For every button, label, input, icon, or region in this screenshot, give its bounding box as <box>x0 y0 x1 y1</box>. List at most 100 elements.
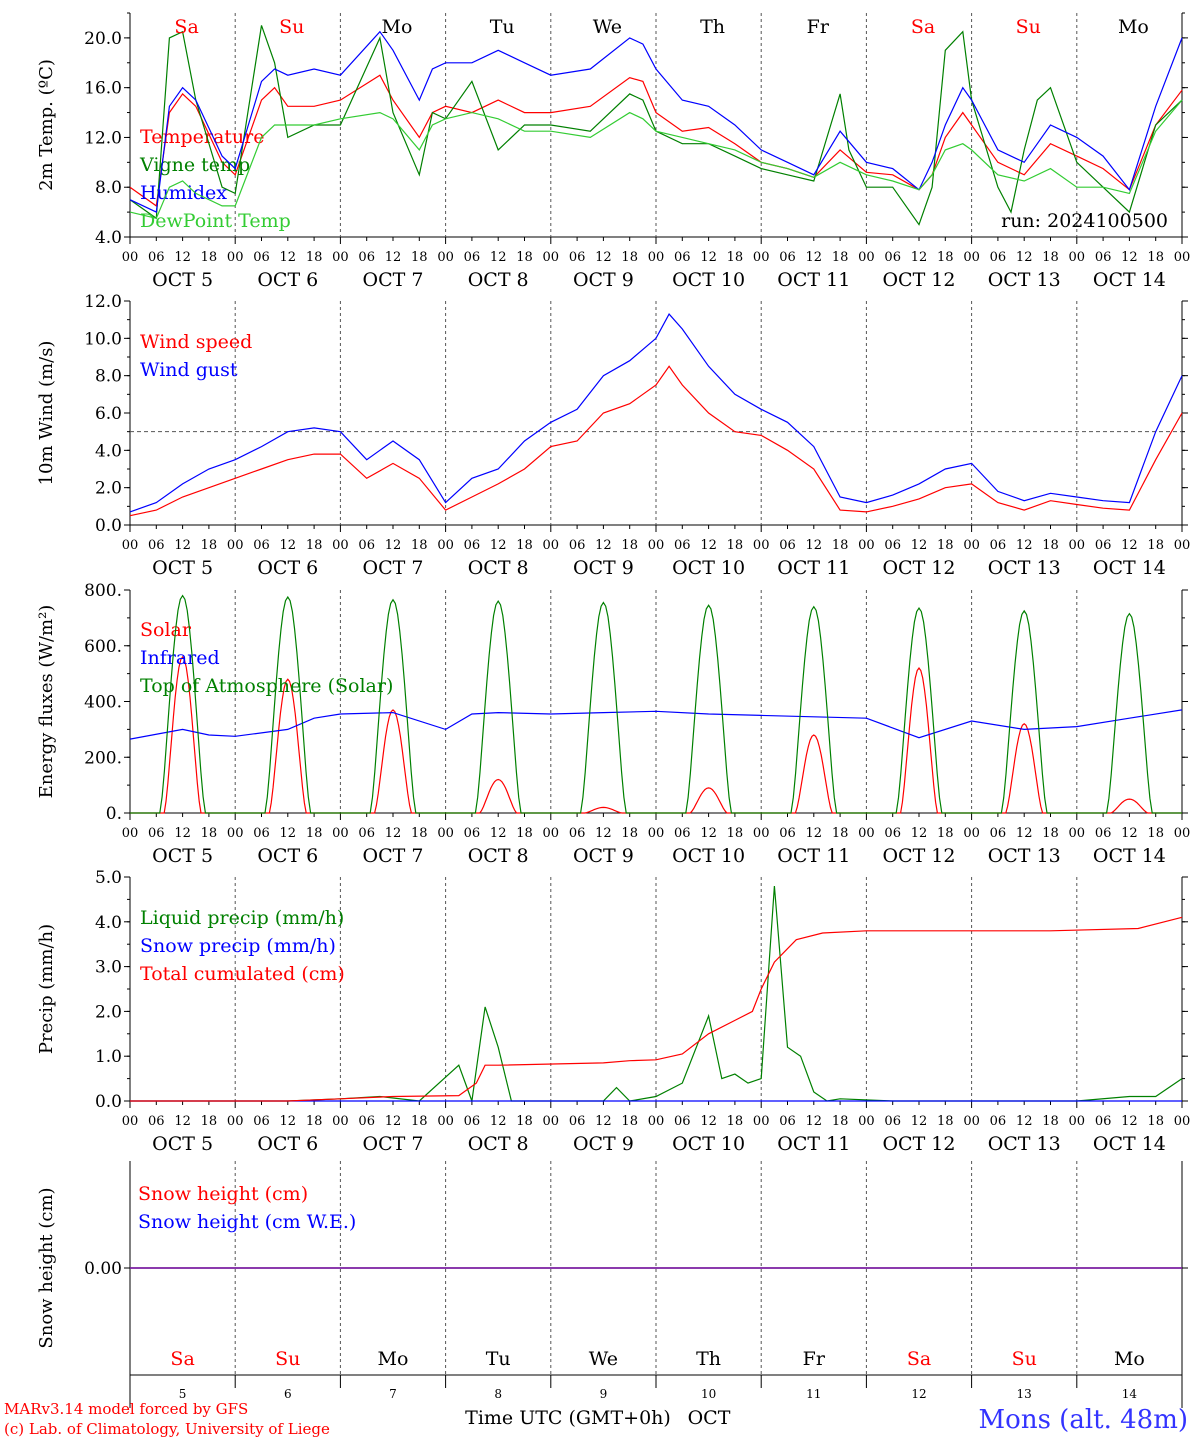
x-hour-label: 18 <box>411 250 428 265</box>
bottom-weekday-label: Mo <box>1114 1348 1145 1370</box>
x-day-label: OCT 13 <box>988 557 1061 579</box>
x-day-label: OCT 8 <box>468 845 529 867</box>
x-hour-label: 12 <box>174 538 191 553</box>
x-hour-label: 12 <box>1016 538 1033 553</box>
x-hour-label: 00 <box>543 826 560 841</box>
x-hour-label: 12 <box>1121 826 1138 841</box>
y-tick-label: 200. <box>84 748 122 768</box>
legend-entry: Snow height (cm) <box>138 1183 308 1205</box>
x-hour-label: 00 <box>963 826 980 841</box>
x-hour-label: 18 <box>411 826 428 841</box>
x-hour-label: 00 <box>332 538 349 553</box>
y-tick-label: 20.0 <box>84 29 122 49</box>
x-day-label: OCT 8 <box>468 269 529 291</box>
x-hour-label: 06 <box>674 250 691 265</box>
x-day-label: OCT 11 <box>777 1133 850 1155</box>
x-hour-label: 12 <box>806 250 823 265</box>
x-hour-label: 00 <box>122 1114 139 1129</box>
x-axis-title: Time UTC (GMT+0h) <box>465 1407 671 1429</box>
x-hour-label: 00 <box>437 1114 454 1129</box>
x-hour-label: 12 <box>280 826 297 841</box>
x-day-label: OCT 10 <box>672 557 745 579</box>
x-hour-label: 12 <box>911 1114 928 1129</box>
x-hour-label: 12 <box>700 538 717 553</box>
series-line-infrared <box>129 709 1183 740</box>
x-hour-label: 06 <box>148 538 165 553</box>
x-hour-label: 12 <box>385 1114 402 1129</box>
bottom-day-number: 13 <box>1017 1387 1032 1401</box>
series-line-temperature <box>129 74 1183 207</box>
x-hour-label: 00 <box>227 250 244 265</box>
y-tick-label: 0.0 <box>95 516 122 536</box>
x-hour-label: 06 <box>464 1114 481 1129</box>
x-day-label: OCT 6 <box>257 557 318 579</box>
x-day-label: OCT 12 <box>882 269 955 291</box>
bottom-day-number: 5 <box>179 1387 187 1401</box>
y-tick-label: 16.0 <box>84 79 122 99</box>
panel-snow: 0.00 Snow height (cm) Snow height (cm) Snow… <box>36 1161 1188 1375</box>
x-hour-label: 18 <box>1042 1114 1059 1129</box>
series-line-total-cumulated-cm- <box>130 916 1183 1102</box>
x-day-label: OCT 13 <box>988 845 1061 867</box>
x-hour-label: 06 <box>358 826 375 841</box>
x-hour-label: 12 <box>700 826 717 841</box>
x-hour-label: 06 <box>779 826 796 841</box>
x-day-label: OCT 11 <box>777 845 850 867</box>
legend-entry: Snow precip (mm/h) <box>140 935 336 957</box>
x-hour-label: 18 <box>621 1114 638 1129</box>
y-tick-label: 5.0 <box>95 868 122 888</box>
x-hour-label: 00 <box>332 1114 349 1129</box>
y-tick-label: 2.0 <box>95 479 122 499</box>
x-day-label: OCT 10 <box>672 1133 745 1155</box>
x-hour-label: 18 <box>937 1114 954 1129</box>
x-hour-label: 12 <box>490 250 507 265</box>
x-hour-label: 12 <box>385 826 402 841</box>
x-hour-label: 18 <box>937 250 954 265</box>
x-hour-label: 12 <box>174 1114 191 1129</box>
x-hour-label: 06 <box>884 250 901 265</box>
panel-wind: 0.0 2.0 4.0 6.0 8.0 10.0 12.0 10m Wind (m/s) 00 0… <box>36 292 1190 579</box>
bottom-weekday-label: Fr <box>803 1348 826 1370</box>
x-hour-label: 06 <box>253 538 270 553</box>
series-line-humidex <box>129 30 1183 213</box>
y-tick-label: 800. <box>84 581 122 601</box>
x-hour-label: 18 <box>832 1114 849 1129</box>
x-day-label: OCT 6 <box>257 845 318 867</box>
x-hour-label: 00 <box>1069 1114 1086 1129</box>
x-hour-label: 18 <box>201 250 218 265</box>
y-tick-label: 8.0 <box>95 367 122 387</box>
x-hour-label: 00 <box>543 538 560 553</box>
x-hour-label: 00 <box>543 1114 560 1129</box>
x-hour-label: 06 <box>779 538 796 553</box>
y-axis-label: Precip (mm/h) <box>36 924 57 1054</box>
weekday-label: Sa <box>911 16 935 38</box>
x-hour-label: 00 <box>1069 538 1086 553</box>
x-hour-label: 18 <box>201 538 218 553</box>
x-hour-label: 00 <box>858 250 875 265</box>
x-hour-label: 00 <box>753 826 770 841</box>
x-hour-label: 18 <box>1042 538 1059 553</box>
series-line-liquid-precip-mm-h- <box>130 885 1183 1102</box>
bottom-day-number: 12 <box>911 1387 926 1401</box>
x-hour-label: 18 <box>727 826 744 841</box>
credit-model: MARv3.14 model forced by GFS <box>4 1400 248 1418</box>
x-hour-label: 18 <box>1147 826 1164 841</box>
x-hour-label: 18 <box>621 826 638 841</box>
x-hour-label: 18 <box>832 538 849 553</box>
x-hour-label: 06 <box>358 250 375 265</box>
y-axis-label: Snow height (cm) <box>36 1187 57 1348</box>
x-hour-label: 18 <box>306 250 323 265</box>
y-tick-label: 4.0 <box>95 913 122 933</box>
series-line-dewpoint-temp <box>129 99 1183 220</box>
x-hour-label: 00 <box>227 1114 244 1129</box>
x-hour-label: 06 <box>990 826 1007 841</box>
x-day-label: OCT 8 <box>468 1133 529 1155</box>
x-hour-label: 00 <box>963 1114 980 1129</box>
x-hour-label: 18 <box>1147 1114 1164 1129</box>
x-hour-label: 00 <box>858 538 875 553</box>
x-hour-label: 12 <box>911 538 928 553</box>
weekday-label: Su <box>279 16 304 38</box>
x-hour-label: 18 <box>516 1114 533 1129</box>
x-hour-label: 00 <box>122 250 139 265</box>
bottom-weekday-label: We <box>589 1348 618 1370</box>
